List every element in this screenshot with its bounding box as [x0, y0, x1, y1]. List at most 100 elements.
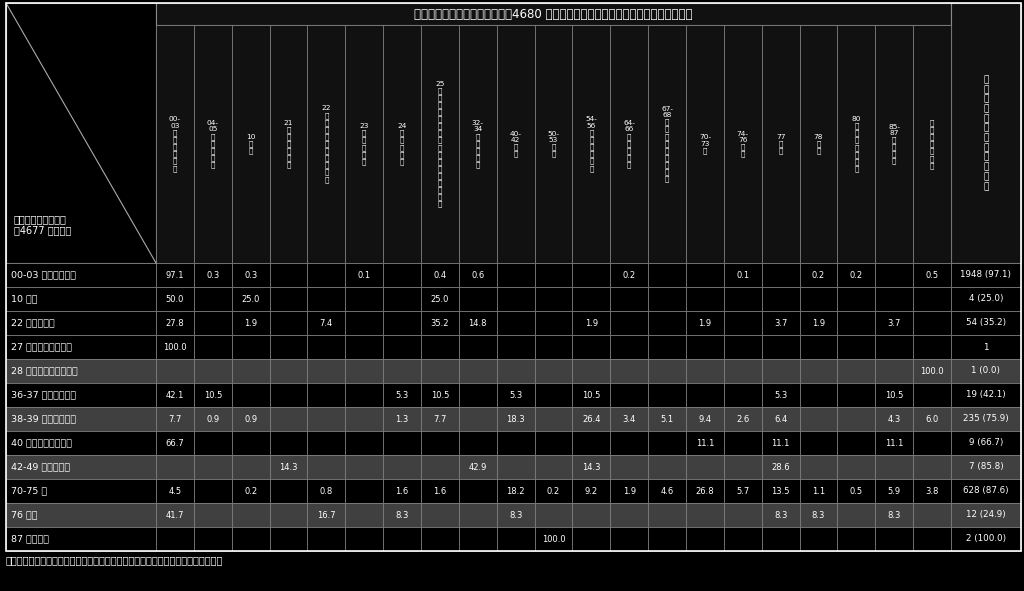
Bar — [156, 359, 194, 383]
Bar — [572, 407, 610, 431]
Bar — [800, 407, 838, 431]
Bar — [307, 455, 345, 479]
Bar — [6, 359, 156, 383]
Bar — [686, 455, 724, 479]
Bar — [231, 383, 269, 407]
Text: 0.5: 0.5 — [926, 271, 939, 280]
Bar — [497, 407, 535, 431]
Bar — [497, 479, 535, 503]
Bar — [383, 407, 421, 431]
Text: 0.1: 0.1 — [736, 271, 750, 280]
Bar — [838, 479, 876, 503]
Text: 0.3: 0.3 — [244, 271, 257, 280]
Text: 26.8: 26.8 — [695, 486, 715, 495]
Bar — [800, 455, 838, 479]
Text: 00-
03
大
気
水
象
な
し: 00- 03 大 気 水 象 な し — [169, 116, 181, 171]
Bar — [838, 455, 876, 479]
Bar — [724, 287, 762, 311]
Bar — [345, 479, 383, 503]
Text: 10 もや: 10 もや — [11, 294, 38, 304]
Bar — [535, 431, 572, 455]
Bar — [194, 407, 231, 431]
Bar — [648, 503, 686, 527]
Bar — [535, 335, 572, 359]
Bar — [648, 25, 686, 263]
Text: 0.3: 0.3 — [206, 271, 219, 280]
Bar — [951, 3, 1021, 263]
Bar — [345, 455, 383, 479]
Bar — [383, 287, 421, 311]
Text: 0.9: 0.9 — [244, 414, 257, 424]
Bar — [231, 527, 269, 551]
Bar — [307, 287, 345, 311]
Bar — [648, 431, 686, 455]
Text: 1.9: 1.9 — [585, 319, 598, 327]
Bar — [269, 335, 307, 359]
Bar — [648, 407, 686, 431]
Bar — [951, 359, 1021, 383]
Bar — [194, 311, 231, 335]
Text: 11.1: 11.1 — [885, 439, 903, 447]
Bar — [6, 455, 156, 479]
Bar — [800, 503, 838, 527]
Bar — [951, 263, 1021, 287]
Text: 41.7: 41.7 — [166, 511, 184, 519]
Text: 28.6: 28.6 — [771, 463, 790, 472]
Bar — [383, 335, 421, 359]
Bar — [724, 503, 762, 527]
Bar — [231, 503, 269, 527]
Text: 3.7: 3.7 — [774, 319, 787, 327]
Text: 19 (42.1): 19 (42.1) — [966, 391, 1006, 400]
Bar — [459, 455, 497, 479]
Bar — [156, 455, 194, 479]
Bar — [421, 359, 459, 383]
Bar — [535, 383, 572, 407]
Text: 25
着
氷
性
の
霧
雨
又
は
着
氷
性
の
雨
が
あ
っ
た: 25 着 氷 性 の 霧 雨 又 は 着 氷 性 の 雨 が あ っ た — [435, 80, 444, 207]
Text: 42-49 霧又は氷霧: 42-49 霧又は氷霧 — [11, 463, 70, 472]
Text: 1.1: 1.1 — [812, 486, 825, 495]
Bar — [876, 479, 913, 503]
Text: 10.5: 10.5 — [431, 391, 450, 400]
Bar — [610, 431, 648, 455]
Bar — [610, 527, 648, 551]
Bar — [535, 455, 572, 479]
Bar — [345, 383, 383, 407]
Bar — [724, 527, 762, 551]
Bar — [6, 3, 156, 263]
Bar — [762, 335, 800, 359]
Bar — [269, 359, 307, 383]
Bar — [648, 287, 686, 311]
Bar — [156, 479, 194, 503]
Bar — [194, 431, 231, 455]
Bar — [686, 407, 724, 431]
Bar — [307, 503, 345, 527]
Text: 22
霧
雨
又
は
霧
雪
が
あ
っ
た: 22 霧 雨 又 は 霧 雪 が あ っ た — [322, 105, 331, 183]
Text: 42.9: 42.9 — [469, 463, 487, 472]
Bar — [345, 335, 383, 359]
Text: 0.1: 0.1 — [357, 271, 371, 280]
Text: 0.4: 0.4 — [433, 271, 446, 280]
Text: 0.5: 0.5 — [850, 486, 863, 495]
Bar — [194, 455, 231, 479]
Text: 9 (66.7): 9 (66.7) — [969, 439, 1004, 447]
Bar — [383, 479, 421, 503]
Text: 6.4: 6.4 — [774, 414, 787, 424]
Bar — [497, 25, 535, 263]
Text: 0.2: 0.2 — [812, 271, 825, 280]
Text: 80
し
ゅ
う
雨
性
降
水: 80 し ゅ う 雨 性 降 水 — [852, 116, 861, 172]
Bar — [383, 431, 421, 455]
Bar — [156, 335, 194, 359]
Bar — [648, 455, 686, 479]
Bar — [459, 335, 497, 359]
Bar — [610, 311, 648, 335]
Bar — [800, 311, 838, 335]
Bar — [231, 359, 269, 383]
Bar — [383, 527, 421, 551]
Bar — [535, 25, 572, 263]
Text: 欠
測
又
は
保
守
中: 欠 測 又 は 保 守 中 — [930, 119, 934, 168]
Bar — [345, 311, 383, 335]
Text: 7.7: 7.7 — [168, 414, 181, 424]
Bar — [194, 479, 231, 503]
Text: 5.3: 5.3 — [774, 391, 787, 400]
Bar — [572, 383, 610, 407]
